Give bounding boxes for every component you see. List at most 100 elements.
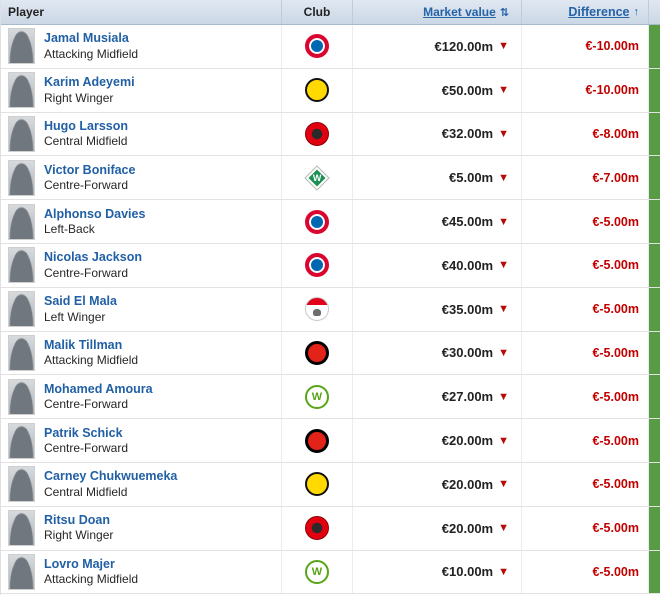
header-difference: Difference ↑ <box>522 0 649 24</box>
value-down-arrow-icon: ▼ <box>498 259 509 272</box>
club-logo-wolfsburg[interactable]: W <box>305 384 329 409</box>
player-photo[interactable] <box>8 291 35 328</box>
market-value-cell: €5.00m ▼ <box>353 156 522 200</box>
market-value-cell: €20.00m ▼ <box>353 419 522 462</box>
player-position: Central Midfield <box>44 484 128 499</box>
market-value-cell: €20.00m ▼ <box>353 462 522 506</box>
header-player: Player <box>1 0 282 24</box>
club-logo-dortmund[interactable] <box>305 472 329 497</box>
player-photo[interactable] <box>8 159 35 196</box>
market-value-cell: €50.00m ▼ <box>353 68 522 112</box>
player-photo[interactable] <box>8 378 35 415</box>
club-logo-wolfsburg[interactable]: W <box>305 559 329 584</box>
player-name-link[interactable]: Hugo Larsson <box>44 119 129 134</box>
player-name-link[interactable]: Nicolas Jackson <box>44 250 142 265</box>
player-name-link[interactable]: Patrik Schick <box>44 425 123 440</box>
player-name-link[interactable]: Alphonso Davies <box>44 206 146 221</box>
club-cell <box>282 419 353 462</box>
market-value-cell: €120.00m ▼ <box>353 25 522 68</box>
difference-value: €-5.00m <box>522 462 649 506</box>
value-down-arrow-icon: ▼ <box>498 434 509 447</box>
player-info: Mohamed Amoura Centre-Forward <box>44 381 153 413</box>
player-photo[interactable] <box>8 466 35 503</box>
player-photo[interactable] <box>8 553 35 590</box>
club-logo-dortmund[interactable] <box>305 78 329 103</box>
player-photo[interactable] <box>8 247 35 284</box>
club-logo-frankfurt[interactable] <box>305 121 329 146</box>
player-name-link[interactable]: Carney Chukwuemeka <box>44 469 178 484</box>
value-down-arrow-icon: ▼ <box>498 84 509 97</box>
club-logo-koeln[interactable] <box>305 297 329 322</box>
table-row: Jamal Musiala Attacking Midfield €120.00… <box>1 25 660 69</box>
player-photo[interactable] <box>8 203 35 240</box>
value-down-arrow-icon: ▼ <box>498 127 509 140</box>
value-down-arrow-icon: ▼ <box>498 215 509 228</box>
row-strip <box>649 25 660 68</box>
club-logo-leverkusen[interactable] <box>305 340 329 365</box>
value-down-arrow-icon: ▼ <box>498 40 509 53</box>
header-club-label: Club <box>303 5 331 19</box>
player-name-link[interactable]: Jamal Musiala <box>44 31 129 46</box>
player-name-link[interactable]: Victor Boniface <box>44 162 136 177</box>
player-cell: Malik Tillman Attacking Midfield <box>1 331 282 375</box>
value-down-arrow-icon: ▼ <box>498 478 509 491</box>
market-value-cell: €30.00m ▼ <box>353 331 522 375</box>
value-down-arrow-icon: ▼ <box>498 303 509 316</box>
club-logo-bremen[interactable]: W <box>304 165 330 191</box>
market-value: €35.00m <box>441 301 494 317</box>
value-down-arrow-icon: ▼ <box>498 171 509 184</box>
player-info: Nicolas Jackson Centre-Forward <box>44 249 142 281</box>
player-info: Lovro Majer Attacking Midfield <box>44 556 138 588</box>
table-row: Mohamed Amoura Centre-Forward W €27.00m … <box>1 375 660 420</box>
player-photo[interactable] <box>8 28 35 65</box>
header-market-value: Market value ⇅ <box>353 0 522 24</box>
market-value: €30.00m <box>441 345 494 361</box>
difference-value: €-5.00m <box>522 506 649 550</box>
difference-value: €-7.00m <box>522 156 649 200</box>
market-value-cell: €40.00m ▼ <box>353 243 522 287</box>
market-value: €45.00m <box>441 214 494 230</box>
club-logo-bayern[interactable] <box>305 34 329 59</box>
player-photo[interactable] <box>8 510 35 547</box>
club-logo-bayern[interactable] <box>305 209 329 234</box>
player-info: Karim Adeyemi Right Winger <box>44 74 135 106</box>
market-value-cell: €32.00m ▼ <box>353 112 522 156</box>
player-photo[interactable] <box>8 115 35 152</box>
difference-value: €-5.00m <box>522 331 649 375</box>
difference-value: €-5.00m <box>522 287 649 331</box>
player-name-link[interactable]: Mohamed Amoura <box>44 381 153 396</box>
player-position: Central Midfield <box>44 134 128 149</box>
row-strip <box>649 375 660 419</box>
player-position: Right Winger <box>44 528 114 543</box>
difference-value: €-5.00m <box>522 550 649 594</box>
player-photo[interactable] <box>8 422 35 459</box>
difference-sort-link[interactable]: Difference <box>568 5 630 19</box>
table-row: Lovro Majer Attacking Midfield W €10.00m… <box>1 550 660 595</box>
player-position: Right Winger <box>44 90 114 105</box>
player-name-link[interactable]: Malik Tillman <box>44 338 123 353</box>
player-name-link[interactable]: Karim Adeyemi <box>44 75 135 90</box>
player-name-link[interactable]: Lovro Majer <box>44 557 115 572</box>
club-logo-bayern[interactable] <box>305 253 329 278</box>
sort-both-icon[interactable]: ⇅ <box>499 6 509 19</box>
player-cell: Nicolas Jackson Centre-Forward <box>1 243 282 287</box>
difference-value: €-10.00m <box>522 25 649 68</box>
player-info: Malik Tillman Attacking Midfield <box>44 337 138 369</box>
player-name-link[interactable]: Said El Mala <box>44 294 117 309</box>
club-logo-letter: W <box>311 565 323 578</box>
market-value-cell: €10.00m ▼ <box>353 550 522 594</box>
sort-up-icon[interactable]: ↑ <box>633 6 640 18</box>
player-name-link[interactable]: Ritsu Doan <box>44 513 110 528</box>
player-photo[interactable] <box>8 72 35 109</box>
value-down-arrow-icon: ▼ <box>498 565 509 578</box>
club-logo-leverkusen[interactable] <box>305 428 329 453</box>
club-cell: W <box>282 375 353 419</box>
difference-value: €-10.00m <box>522 68 649 112</box>
player-photo[interactable] <box>8 334 35 371</box>
row-strip <box>649 419 660 462</box>
club-logo-frankfurt[interactable] <box>305 516 329 541</box>
player-cell: Jamal Musiala Attacking Midfield <box>1 25 282 68</box>
player-cell: Hugo Larsson Central Midfield <box>1 112 282 156</box>
market-value-sort-link[interactable]: Market value <box>423 5 496 19</box>
